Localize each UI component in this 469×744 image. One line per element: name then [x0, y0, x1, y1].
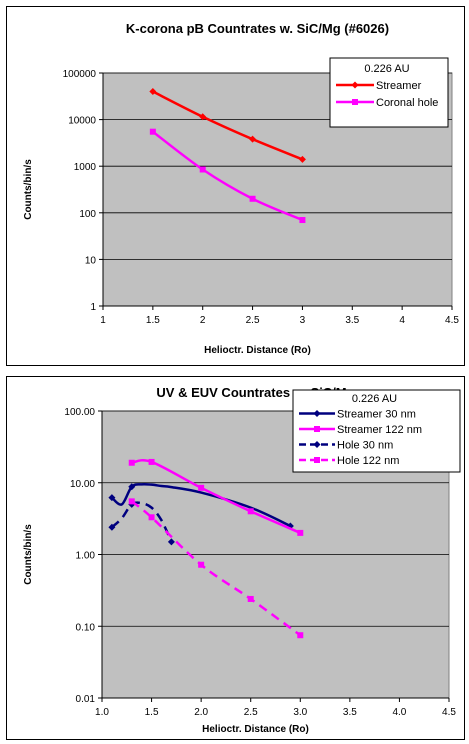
y-tick-label: 1: [90, 302, 96, 313]
series-line: [152, 130, 303, 222]
x-tick-label: 3.5: [343, 707, 357, 718]
x-tick-label: 3.5: [345, 315, 359, 326]
legend-marker: [313, 410, 321, 417]
data-point: [199, 166, 206, 173]
data-point: [286, 522, 294, 530]
chart-panel-uv-euv: UV & EUV Countrates w. SiC/Mg 0.01 0.10 1.0…: [6, 376, 465, 740]
x-axis-label: Helioctr. Distance (Ro): [204, 345, 311, 356]
data-point: [198, 484, 205, 491]
x-tick-label: 3: [300, 315, 306, 326]
x-tick-label: 4.0: [392, 707, 406, 718]
legend-title: 0.226 AU: [352, 393, 397, 405]
x-axis-label: Helioctr. Distance (Ro): [202, 724, 309, 735]
y-tick-label: 10000: [68, 116, 96, 127]
series-streamer: [149, 88, 306, 163]
data-point: [149, 128, 156, 135]
x-tick-label: 2: [200, 315, 206, 326]
data-point: [167, 538, 175, 546]
y-axis-label: Counts/bin/s: [23, 159, 34, 220]
x-tick-label: 1.5: [146, 315, 160, 326]
series-coronal-hole: [149, 128, 306, 224]
y-tick-label: 100000: [63, 69, 97, 80]
data-point: [108, 494, 116, 502]
legend-entry: Hole 122 nm: [337, 455, 399, 467]
y-axis-label: Counts/bin/s: [23, 524, 34, 585]
y-tick-label: 1.00: [76, 551, 96, 562]
x-tick-label: 2.5: [244, 707, 258, 718]
y-tick-label: 100.00: [64, 407, 95, 418]
data-point: [297, 632, 304, 639]
chart-title: K-corona pB Countrates w. SiC/Mg (#6026): [126, 21, 389, 36]
x-tick-label: 2.0: [194, 707, 208, 718]
y-tick-label: 1000: [74, 162, 97, 173]
legend-box: [329, 57, 449, 128]
data-point: [199, 113, 207, 121]
y-tick-label: 10: [85, 255, 97, 266]
x-tick-label: 1.5: [145, 707, 159, 718]
data-point: [148, 458, 155, 465]
legend-entry: Streamer 122 nm: [337, 424, 422, 436]
legend-entry: Hole 30 nm: [337, 440, 393, 452]
legend-marker: [314, 426, 320, 432]
x-tick-label: 1: [100, 315, 106, 326]
x-tick-label: 4: [399, 315, 405, 326]
legend-entry: Coronal hole: [376, 97, 438, 109]
legend-marker: [352, 99, 358, 105]
x-tick-label: 3.0: [293, 707, 307, 718]
data-point: [249, 195, 256, 202]
data-point: [148, 514, 155, 521]
series-hole-122-nm: [128, 498, 304, 639]
y-tick-label: 10.00: [70, 479, 95, 490]
legend-box: [292, 389, 461, 473]
data-point: [247, 595, 254, 602]
series-line: [152, 90, 303, 161]
data-point: [247, 508, 254, 515]
y-tick-label: 0.10: [76, 622, 96, 633]
data-point: [108, 523, 116, 531]
data-point: [298, 155, 306, 163]
data-point: [128, 483, 136, 491]
data-point: [297, 529, 304, 536]
series-streamer-122-nm: [128, 458, 304, 536]
data-point: [128, 459, 135, 466]
data-point: [249, 135, 257, 143]
data-point: [198, 561, 205, 568]
x-tick-label: 4.5: [442, 707, 456, 718]
y-tick-label: 0.01: [76, 694, 96, 705]
chart-panel-kcorona: K-corona pB Countrates w. SiC/Mg (#6026)…: [6, 6, 465, 366]
data-point: [149, 88, 157, 96]
series-line: [111, 501, 173, 543]
legend-marker: [314, 457, 320, 463]
uv-euv-chart: UV & EUV Countrates w. SiC/Mg0.010.101.0…: [23, 385, 461, 735]
legend-title: 0.226 AU: [364, 63, 409, 75]
legend-entry: Streamer 30 nm: [337, 409, 416, 421]
y-tick-label: 100: [79, 209, 96, 220]
kcorona-chart: K-corona pB Countrates w. SiC/Mg (#6026)…: [23, 21, 459, 356]
legend-marker: [351, 81, 359, 89]
x-tick-label: 2.5: [246, 315, 260, 326]
legend: 0.226 AU Streamer 30 nm Streamer 122 nm Hol…: [292, 389, 461, 473]
x-tick-label: 4.5: [445, 315, 459, 326]
legend: 0.226 AU Streamer Coronal hole: [329, 57, 449, 128]
data-point: [128, 498, 135, 505]
x-tick-label: 1.0: [95, 707, 109, 718]
legend-entry: Streamer: [376, 80, 422, 92]
data-point: [299, 217, 306, 224]
legend-marker: [313, 441, 321, 448]
